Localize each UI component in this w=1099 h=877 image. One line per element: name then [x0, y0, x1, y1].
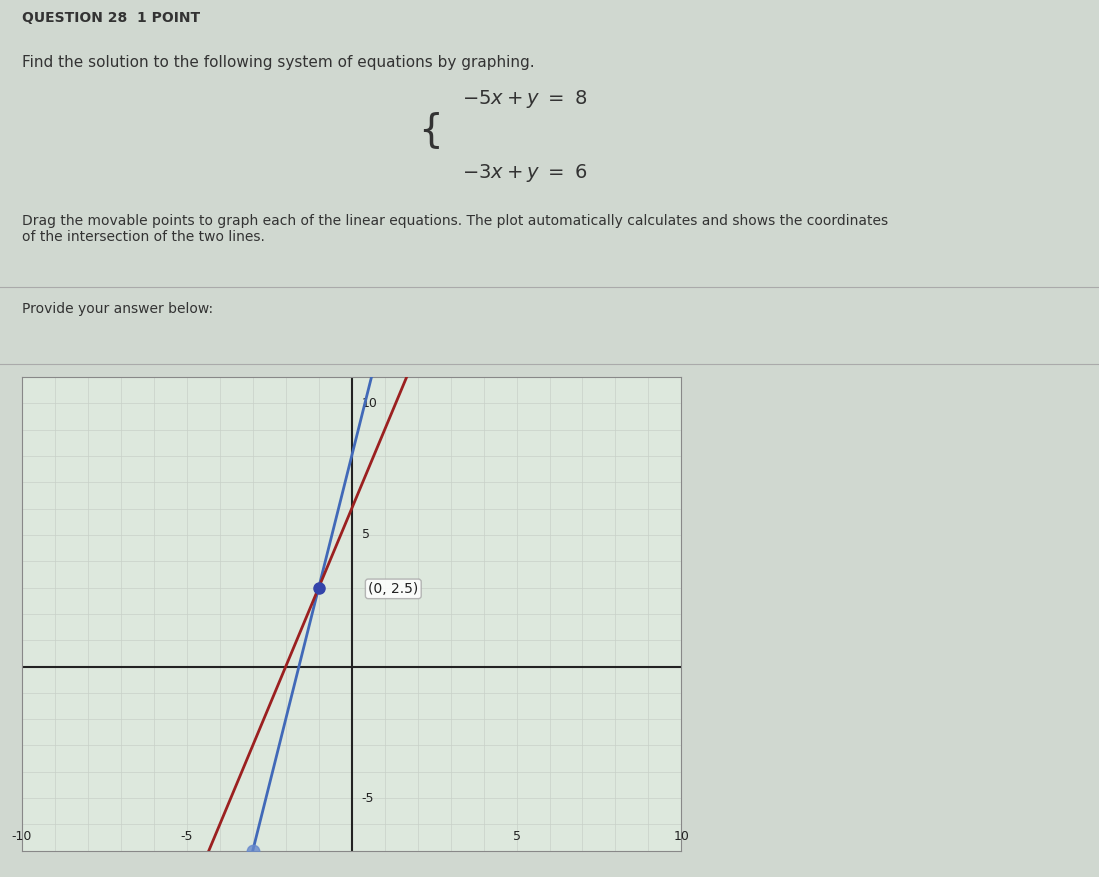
Text: $-3x + y \ = \ 6$: $-3x + y \ = \ 6$ [462, 162, 587, 184]
Text: 5: 5 [512, 830, 521, 843]
Text: -5: -5 [180, 830, 193, 843]
Text: (0, 2.5): (0, 2.5) [368, 581, 419, 595]
Text: -5: -5 [362, 792, 374, 804]
Text: QUESTION 28  1 POINT: QUESTION 28 1 POINT [22, 11, 200, 25]
Text: Provide your answer below:: Provide your answer below: [22, 302, 213, 316]
Text: 10: 10 [362, 397, 377, 410]
Text: Find the solution to the following system of equations by graphing.: Find the solution to the following syste… [22, 55, 534, 70]
Text: $-5x + y \ = \ 8$: $-5x + y \ = \ 8$ [462, 89, 587, 111]
Text: -10: -10 [12, 830, 32, 843]
Text: 10: 10 [674, 830, 689, 843]
Text: $\{$: $\{$ [418, 111, 440, 152]
Text: 5: 5 [362, 529, 369, 541]
Text: Drag the movable points to graph each of the linear equations. The plot automati: Drag the movable points to graph each of… [22, 214, 888, 244]
